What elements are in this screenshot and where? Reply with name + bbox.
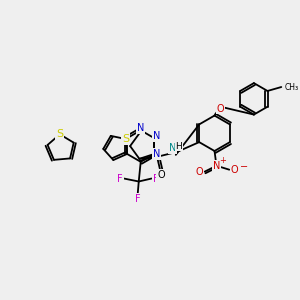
Text: S: S xyxy=(122,134,129,144)
Text: N: N xyxy=(169,143,176,153)
Text: S: S xyxy=(56,129,63,139)
Text: O: O xyxy=(217,104,224,114)
Text: F: F xyxy=(153,173,158,184)
Text: N: N xyxy=(153,131,160,141)
Text: O: O xyxy=(230,165,238,175)
Text: CH₃: CH₃ xyxy=(284,82,298,91)
Text: −: − xyxy=(240,162,248,172)
Text: N: N xyxy=(153,149,160,159)
Text: O: O xyxy=(196,167,204,177)
Text: N: N xyxy=(137,123,144,134)
Text: F: F xyxy=(135,194,141,204)
Text: N: N xyxy=(213,161,220,171)
Text: H: H xyxy=(176,142,182,151)
Text: O: O xyxy=(157,169,165,179)
Text: +: + xyxy=(219,156,226,165)
Text: F: F xyxy=(117,173,123,184)
